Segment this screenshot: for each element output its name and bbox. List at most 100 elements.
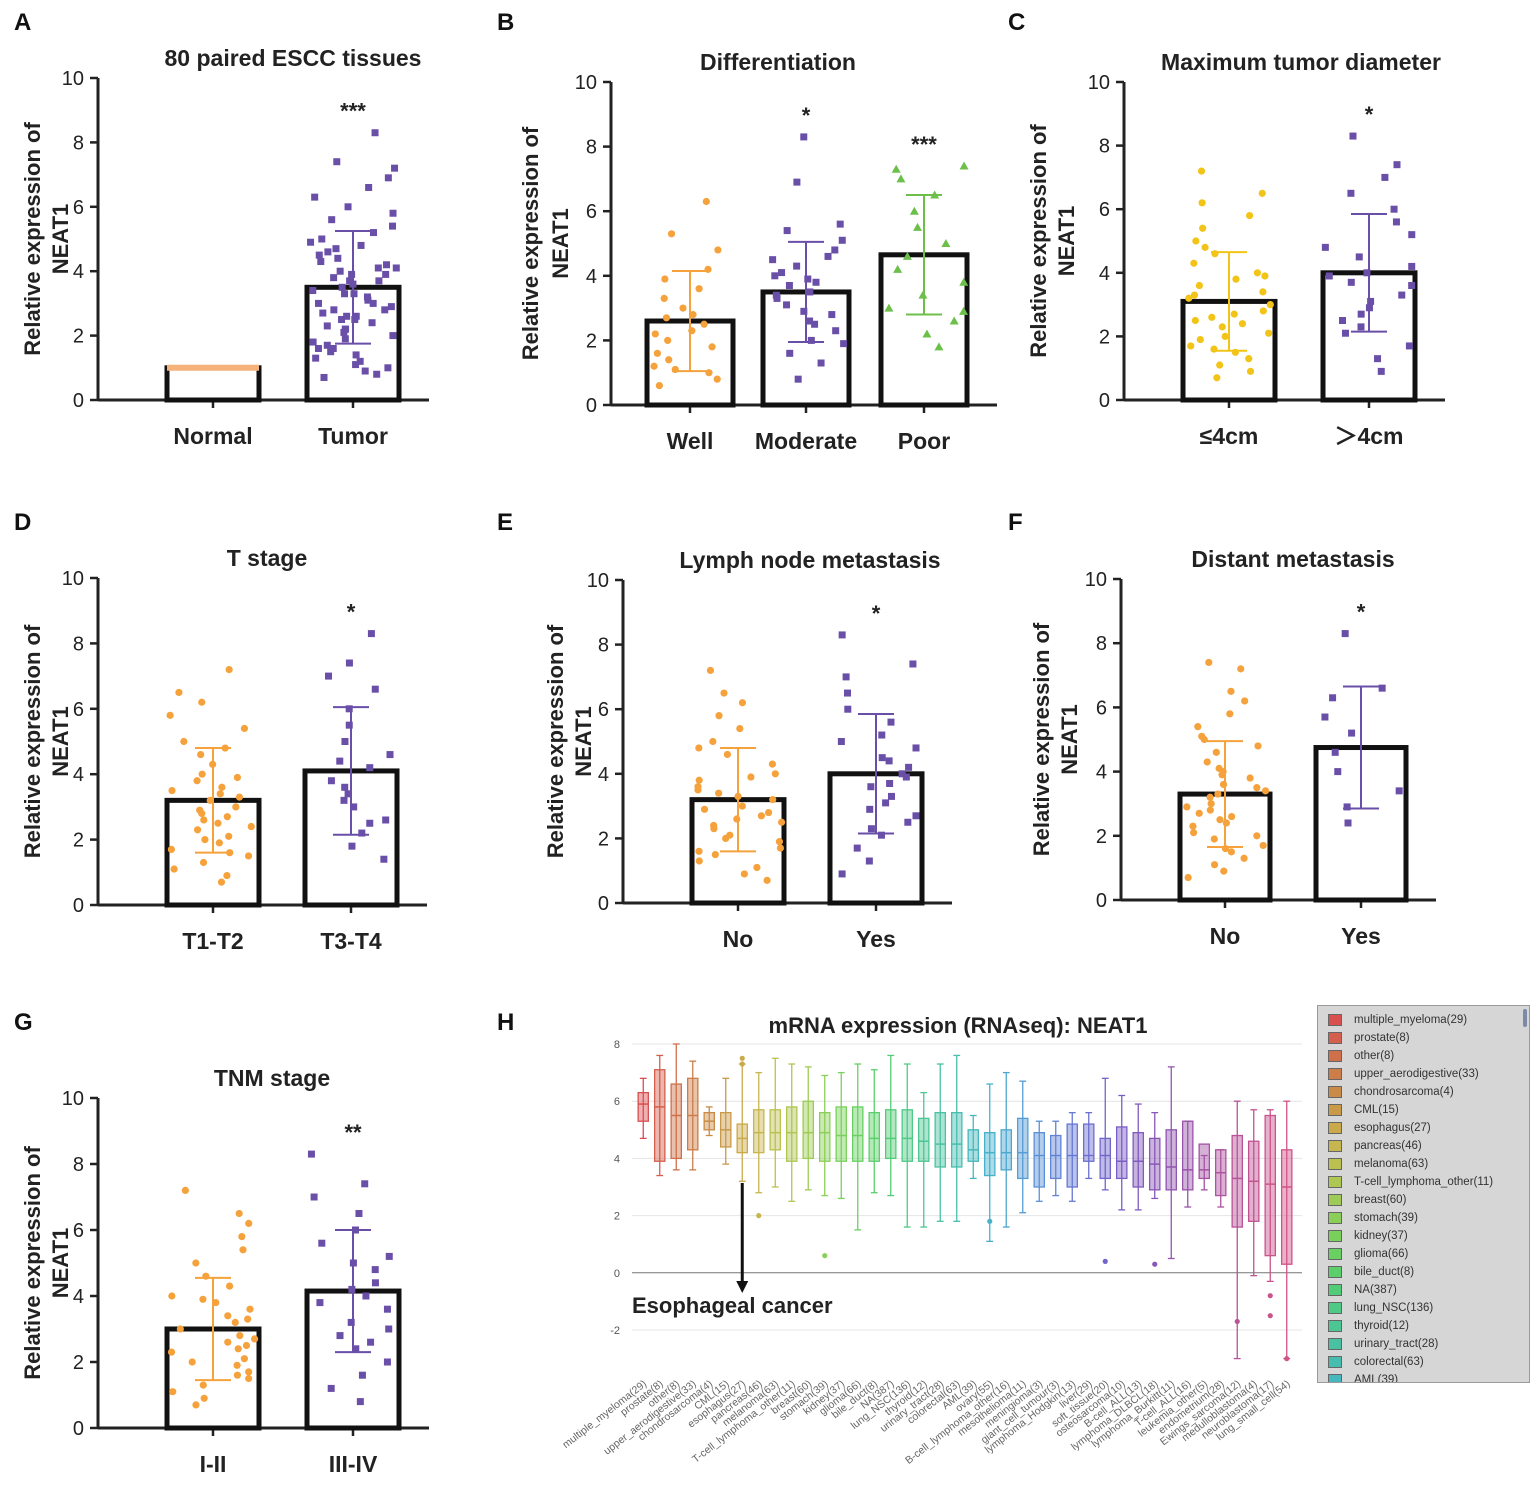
data-point-b (800, 133, 808, 141)
y-tick-label-d: 2 (73, 830, 84, 852)
legend-item[interactable]: urinary_tract(28) (1328, 1335, 1529, 1353)
legend-item[interactable]: pancreas(46) (1328, 1137, 1529, 1155)
legend-item[interactable]: upper_aerodigestive(33) (1328, 1065, 1529, 1083)
y-tick-label-e: 8 (598, 635, 609, 657)
data-point-e (733, 815, 741, 823)
legend-label: thyroid(12) (1354, 1320, 1409, 1332)
legend-label: lung_NSC(136) (1354, 1302, 1434, 1314)
data-point-b (840, 340, 848, 348)
legend-swatch (1328, 1338, 1342, 1350)
data-point-e (723, 750, 732, 759)
legend-item[interactable]: stomach(39) (1328, 1209, 1529, 1227)
chart-title-a: 80 paired ESCC tissues (165, 45, 422, 71)
data-point-c (1208, 313, 1216, 321)
data-point-a (324, 248, 332, 256)
legend-item[interactable]: lung_NSC(136) (1328, 1299, 1529, 1317)
data-point-f (1344, 819, 1352, 827)
box-outlier-h (756, 1213, 762, 1219)
box-12 (835, 1106, 848, 1162)
legend-item[interactable]: chondrosarcoma(4) (1328, 1083, 1529, 1101)
legend-item[interactable]: prostate(8) (1328, 1029, 1529, 1047)
data-point-f (1240, 854, 1248, 862)
legend-item[interactable]: breast(60) (1328, 1191, 1529, 1209)
data-point-f (1246, 774, 1254, 782)
data-point-f (1253, 784, 1261, 792)
y-tick-label-c: 2 (1099, 326, 1110, 348)
data-point-a (383, 261, 391, 269)
data-point-g (188, 1358, 196, 1366)
legend-label: urinary_tract(28) (1354, 1338, 1439, 1350)
legend-swatch (1328, 1248, 1342, 1260)
data-point-a (320, 373, 328, 381)
data-point-c (1246, 367, 1255, 375)
legend-item[interactable]: melanoma(63) (1328, 1155, 1529, 1173)
legend-swatch (1328, 1320, 1342, 1332)
legend-item[interactable]: T-cell_lymphoma_other(11) (1328, 1173, 1529, 1191)
legend-label: multiple_myeloma(29) (1354, 1014, 1468, 1026)
y-tick-label-e: 0 (598, 893, 609, 915)
legend-item[interactable]: esophagus(27) (1328, 1119, 1529, 1137)
data-point-e (842, 673, 850, 681)
legend-item[interactable]: kidney(37) (1328, 1227, 1529, 1245)
data-point-a (392, 264, 400, 272)
data-point-e (865, 857, 873, 865)
box-11 (818, 1111, 831, 1162)
box-outlier-h (739, 1061, 745, 1067)
data-point-b (655, 382, 663, 390)
legend-item[interactable]: glioma(66) (1328, 1245, 1529, 1263)
legend-scrollbar[interactable] (1523, 1009, 1527, 1027)
data-point-g (246, 1305, 254, 1313)
data-point-e (695, 857, 703, 865)
data-point-g (327, 1384, 335, 1392)
data-point-e (709, 737, 717, 746)
data-point-c (1213, 374, 1221, 382)
data-point-b (778, 269, 786, 277)
data-point-d (168, 786, 176, 795)
legend-item[interactable]: multiple_myeloma(29) (1328, 1011, 1529, 1029)
y-tick-label-h: -2 (610, 1325, 620, 1337)
data-point-c (1230, 310, 1238, 318)
data-point-c (1201, 243, 1209, 251)
x-tick-label-f: Yes (1341, 923, 1381, 949)
data-point-a (323, 322, 331, 330)
legend-item[interactable]: thyroid(12) (1328, 1317, 1529, 1335)
data-point-d (345, 659, 353, 667)
data-point-e (695, 776, 703, 784)
legend-swatch (1328, 1374, 1342, 1382)
data-point-f (1331, 748, 1339, 756)
y-tick-label-c: 8 (1099, 136, 1110, 158)
box-33 (1181, 1120, 1194, 1191)
data-point-e (912, 744, 920, 752)
legend-swatch (1328, 1032, 1342, 1044)
data-point-a (389, 222, 397, 230)
data-point-a (332, 245, 340, 253)
legend-item[interactable]: other(8) (1328, 1047, 1529, 1065)
box-32 (1165, 1129, 1178, 1191)
data-point-e (740, 870, 748, 878)
data-point-g (316, 1299, 324, 1307)
box-22 (1000, 1129, 1013, 1171)
legend-item[interactable]: colorectal(63) (1328, 1353, 1529, 1371)
legend-item[interactable]: bile_duct(8) (1328, 1263, 1529, 1281)
box-28 (1099, 1137, 1112, 1180)
data-point-a (328, 216, 336, 224)
legend-item[interactable]: CML(15) (1328, 1101, 1529, 1119)
data-point-f (1195, 809, 1203, 817)
legend-item[interactable]: AML(39) (1328, 1371, 1529, 1382)
y-tick-label-c: 6 (1099, 199, 1110, 221)
data-point-a (330, 274, 338, 282)
legend-label: chondrosarcoma(4) (1354, 1086, 1454, 1098)
data-point-b (831, 246, 839, 254)
data-point-d (345, 705, 353, 713)
data-point-f (1261, 787, 1270, 795)
annotation-label-h: Esophageal cancer (632, 1293, 833, 1318)
legend-item[interactable]: NA(387) (1328, 1281, 1529, 1299)
data-point-e (738, 802, 746, 810)
data-point-e (753, 863, 761, 872)
legend-swatch (1328, 1356, 1342, 1368)
legend-panel[interactable]: multiple_myeloma(29) prostate(8) other(8) u… (1317, 1005, 1530, 1383)
data-point-c (1216, 361, 1224, 369)
data-point-c (1374, 355, 1382, 363)
data-point-f (1329, 694, 1337, 702)
legend-swatch (1328, 1230, 1342, 1242)
